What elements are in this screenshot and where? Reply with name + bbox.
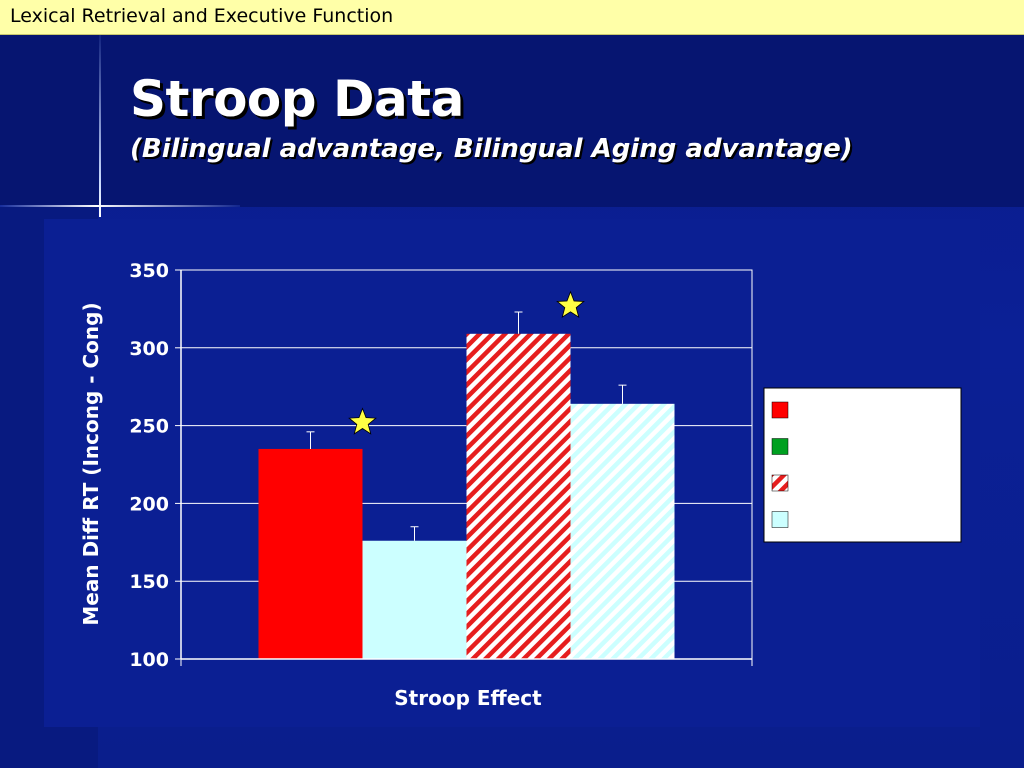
bar-old-biling <box>570 403 675 659</box>
legend-swatch-old-biling <box>771 511 789 528</box>
legend-label-old-mono: Old Mono <box>796 472 903 496</box>
axes <box>180 270 753 666</box>
star-icon-2 <box>556 290 585 319</box>
header-bar: Lexical Retrieval and Executive Function <box>0 0 1024 35</box>
bar-old-mono <box>466 333 571 659</box>
bars <box>258 333 675 659</box>
y-axis-label: Mean Diff RT (Incong - Cong) <box>79 302 103 625</box>
y-tick-label-350: 350 <box>129 260 169 282</box>
legend-swatch-young-biling <box>771 438 789 455</box>
legend-label-old-biling: Old Biling <box>796 509 906 533</box>
y-tick-label-300: 300 <box>129 338 169 360</box>
y-tick-label-200: 200 <box>129 493 169 515</box>
y-tick-label-250: 250 <box>129 416 169 438</box>
decorative-horizontal-line <box>0 205 240 207</box>
y-tick-label-150: 150 <box>129 571 169 593</box>
header-bar-text: Lexical Retrieval and Executive Function <box>10 5 394 27</box>
significance-stars <box>348 290 585 435</box>
star-icon-1 <box>348 407 377 435</box>
y-tick-label-100: 100 <box>129 649 169 671</box>
legend-swatch-young-mono <box>771 401 789 419</box>
x-axis-label: Stroop Effect <box>394 686 542 710</box>
legend-swatch-old-mono <box>771 474 789 492</box>
slide-title: Stroop Data <box>130 70 464 128</box>
y-tick-labels: 100 150 200 250 300 350 <box>129 260 181 671</box>
bar-young-mono <box>258 448 363 659</box>
error-bars <box>306 311 627 541</box>
slide-subtitle: (Bilingual advantage, Bilingual Aging ad… <box>130 134 853 164</box>
decorative-vertical-line <box>99 35 101 217</box>
bar-chart: 100 150 200 250 300 350 Stroop Effect Mean Di… <box>79 260 962 710</box>
title-panel <box>0 35 1024 207</box>
bar-young-biling <box>362 540 467 659</box>
legend-label-young-mono: Young Mono <box>795 399 934 423</box>
legend-label-young-biling: Young Biling <box>795 436 937 460</box>
legend: Young Mono Young Biling Old Mono Old Biling <box>763 387 962 543</box>
legend-box <box>763 387 962 543</box>
chart-area: 100 150 200 250 300 350 Stroop Effect Mean Di… <box>44 219 980 727</box>
